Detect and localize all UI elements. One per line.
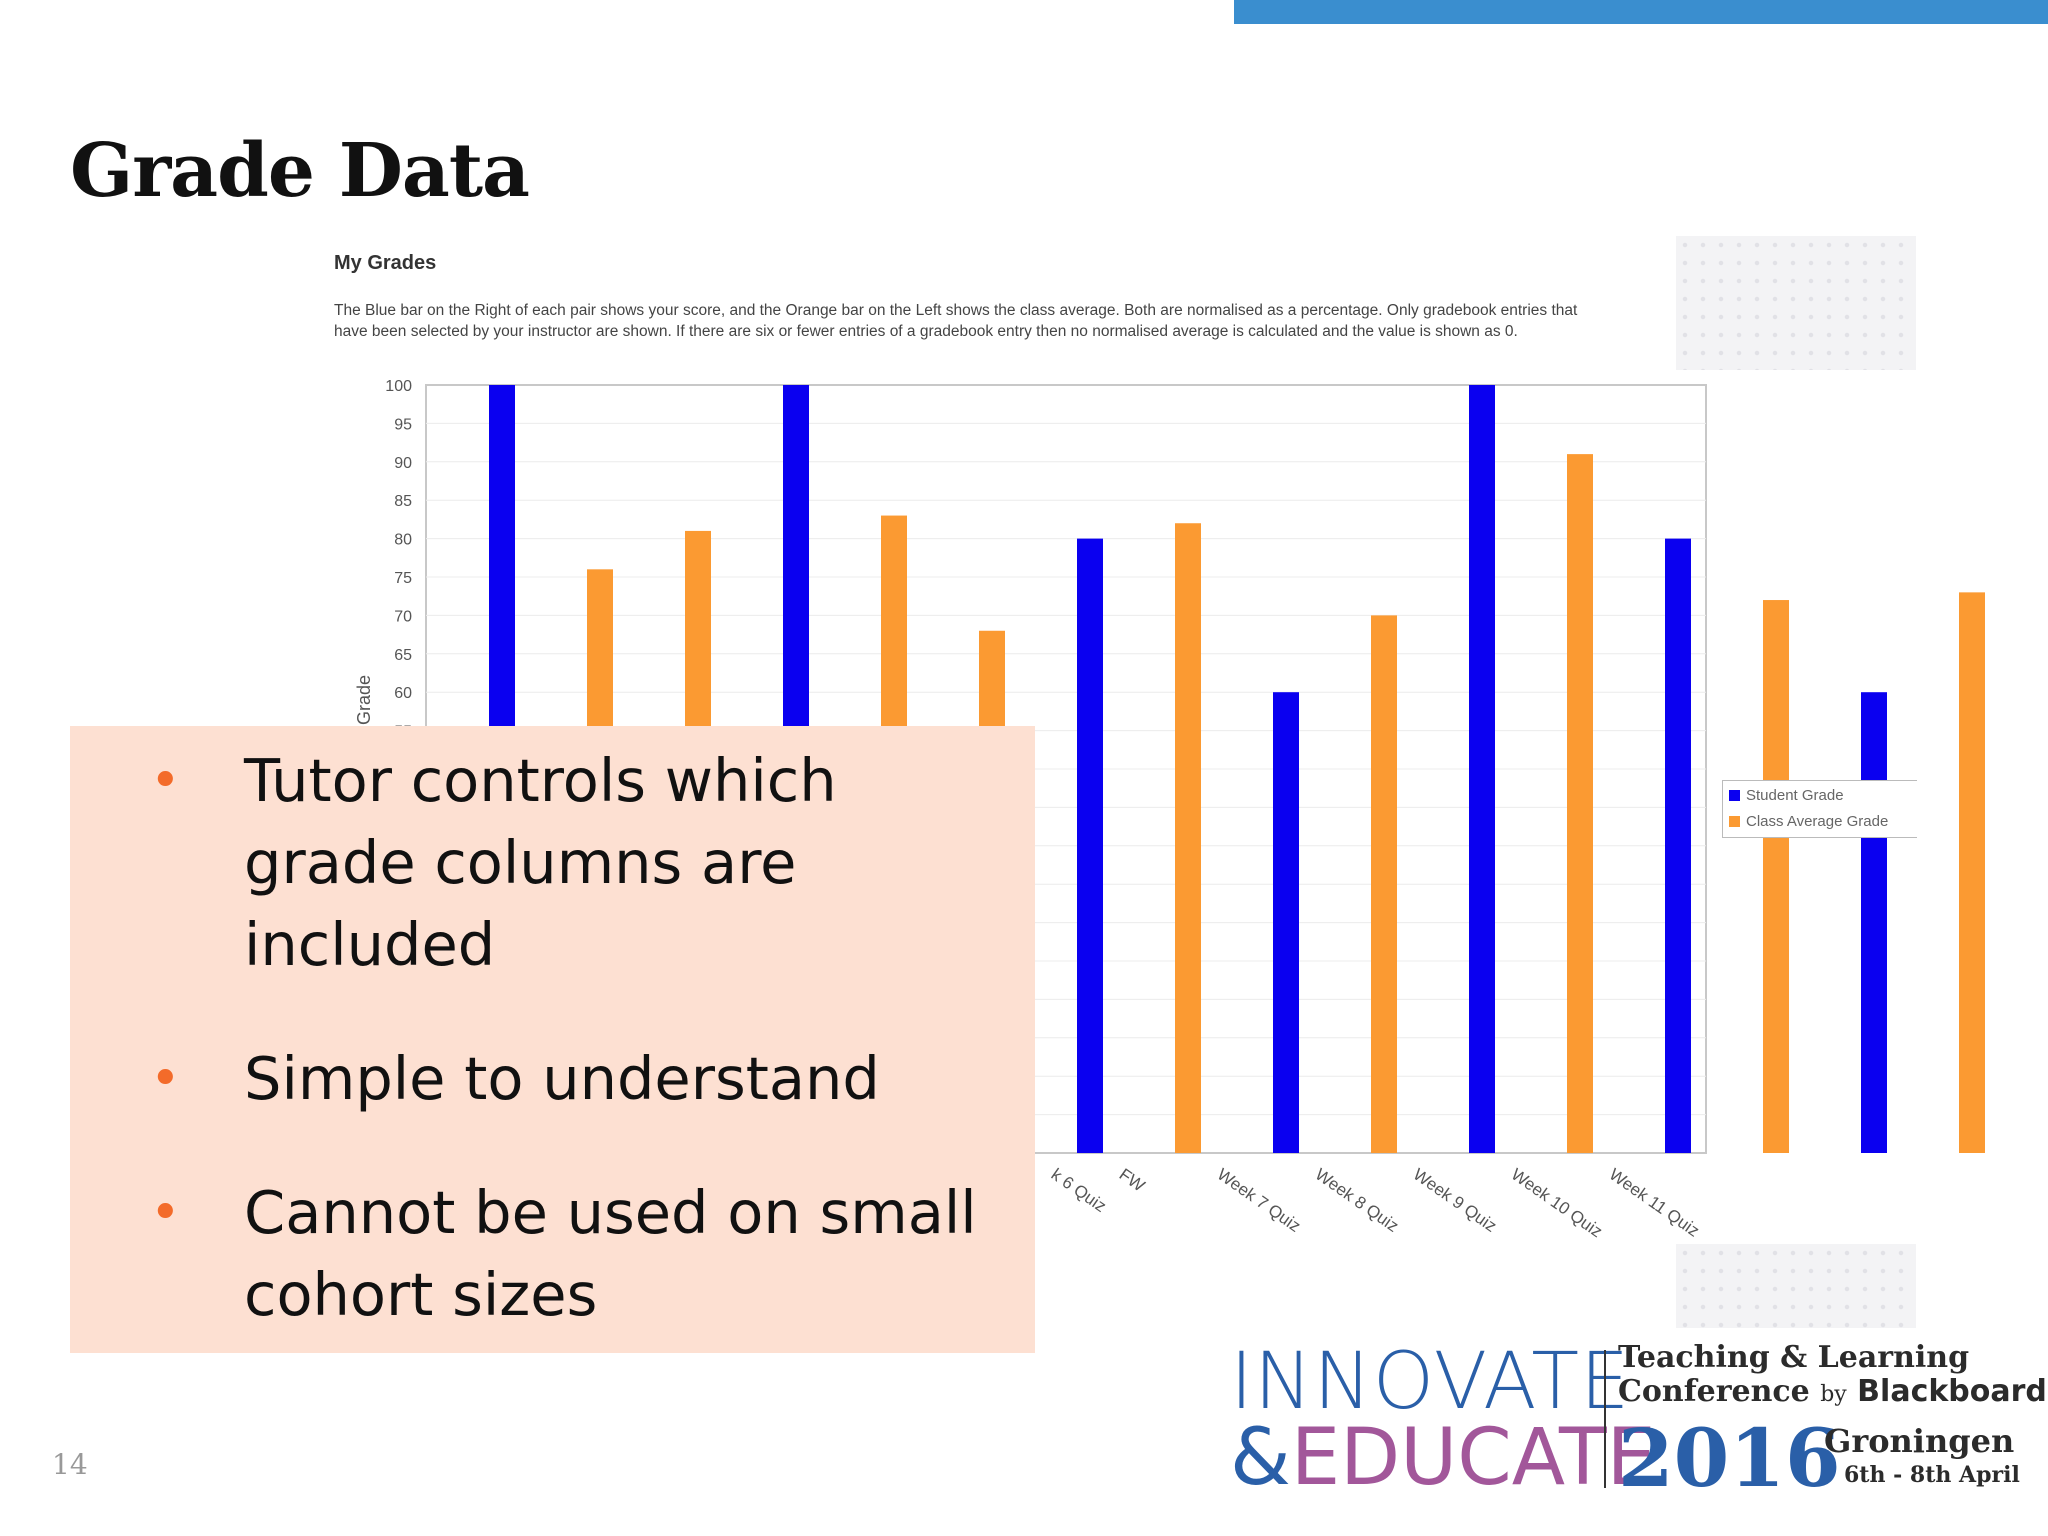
bullet-dot-icon: • [150,751,181,811]
bar-class-average [1959,592,1985,1153]
y-tick-label: 100 [385,378,412,395]
logo-educate-line: &EDUCATE [1230,1418,1656,1498]
logo-conference: Conference [1618,1374,1810,1409]
legend-swatch-class-average [1729,815,1740,827]
bullet-overlay-box: • Tutor controls which grade columns are … [70,726,1035,1353]
y-tick-label: 85 [394,493,412,510]
chart-heading: My Grades [334,252,437,274]
bar-student-grade [1665,538,1691,1153]
logo-ampersand: & [1230,1413,1291,1503]
logo-year: 2016 [1618,1411,1841,1505]
logo-dates: 6th - 8th April [1844,1462,2020,1488]
y-tick-labels: 100959085807570656055 [385,378,412,741]
thumbnail-placeholder-top [1676,236,1916,370]
y-tick-label: 65 [394,647,412,664]
logo-tagline-1: Teaching & Learning [1618,1340,1970,1375]
y-tick-label: 75 [394,570,412,587]
x-tick-labels: k 6 Quiz FW Week 7 Quiz Week 8 Quiz Week 9 Q… [1048,1165,1703,1242]
legend-label-student: Student Grade [1746,786,1844,804]
legend-swatch-student [1729,789,1740,801]
x-tick-label: k 6 Quiz [1048,1165,1110,1216]
y-tick-label: 70 [394,608,412,625]
y-axis-label: Grade [354,675,374,725]
bar-class-average [1763,600,1789,1153]
bullet-item: • Simple to understand [110,1038,1010,1120]
bullet-dot-icon: • [150,1049,181,1109]
logo-by: by [1820,1382,1847,1407]
y-tick-label: 90 [394,455,412,472]
bullet-dot-icon: • [150,1183,181,1243]
chart-legend: Student Grade Class Average Grade [1722,780,1917,838]
x-tick-label: FW [1116,1165,1149,1196]
top-accent-bar [1234,0,2048,24]
bar-student-grade [1077,538,1103,1153]
bar-student-grade [1469,385,1495,1153]
thumbnail-placeholder-bottom [1676,1244,1916,1328]
conference-logo: INNOVATE &EDUCATE Teaching & Learning Co… [1230,1336,2047,1501]
y-tick-label: 95 [394,416,412,433]
x-tick-label: Week 7 Quiz [1214,1165,1304,1236]
bar-student-grade [1861,692,1887,1153]
bullet-text: Simple to understand [244,1044,880,1113]
slide-title: Grade Data [70,128,530,214]
y-tick-label: 60 [394,685,412,702]
x-tick-label: Week 11 Quiz [1606,1165,1703,1241]
logo-blackboard: Blackboard [1857,1374,2047,1409]
x-tick-label: Week 9 Quiz [1410,1165,1500,1236]
y-tick-label: 80 [394,532,412,549]
bullet-text: Tutor controls which grade columns are i… [244,746,837,979]
slide-number: 14 [52,1448,88,1481]
logo-divider [1604,1350,1606,1488]
logo-city: Groningen [1824,1422,2015,1460]
bar-student-grade [1273,692,1299,1153]
legend-item-student: Student Grade [1723,783,1917,807]
bullet-list: • Tutor controls which grade columns are … [110,740,1010,1388]
bar-class-average [1371,615,1397,1153]
logo-innovate: INNOVATE [1230,1337,1631,1427]
bar-class-average [1175,523,1201,1153]
bullet-item: • Tutor controls which grade columns are … [110,740,1010,986]
bullet-text: Cannot be used on small cohort sizes [244,1178,977,1329]
logo-tagline-2: Conference by Blackboard [1618,1376,2047,1411]
chart-description: The Blue bar on the Right of each pair s… [334,302,1578,340]
x-tick-label: Week 8 Quiz [1312,1165,1402,1236]
legend-label-class-average: Class Average Grade [1746,812,1889,830]
legend-item-class-average: Class Average Grade [1723,809,1917,833]
bar-class-average [1567,454,1593,1153]
logo-educate: EDUCATE [1290,1413,1656,1503]
x-tick-label: Week 10 Quiz [1508,1165,1606,1242]
bullet-item: • Cannot be used on small cohort sizes [110,1172,1010,1336]
